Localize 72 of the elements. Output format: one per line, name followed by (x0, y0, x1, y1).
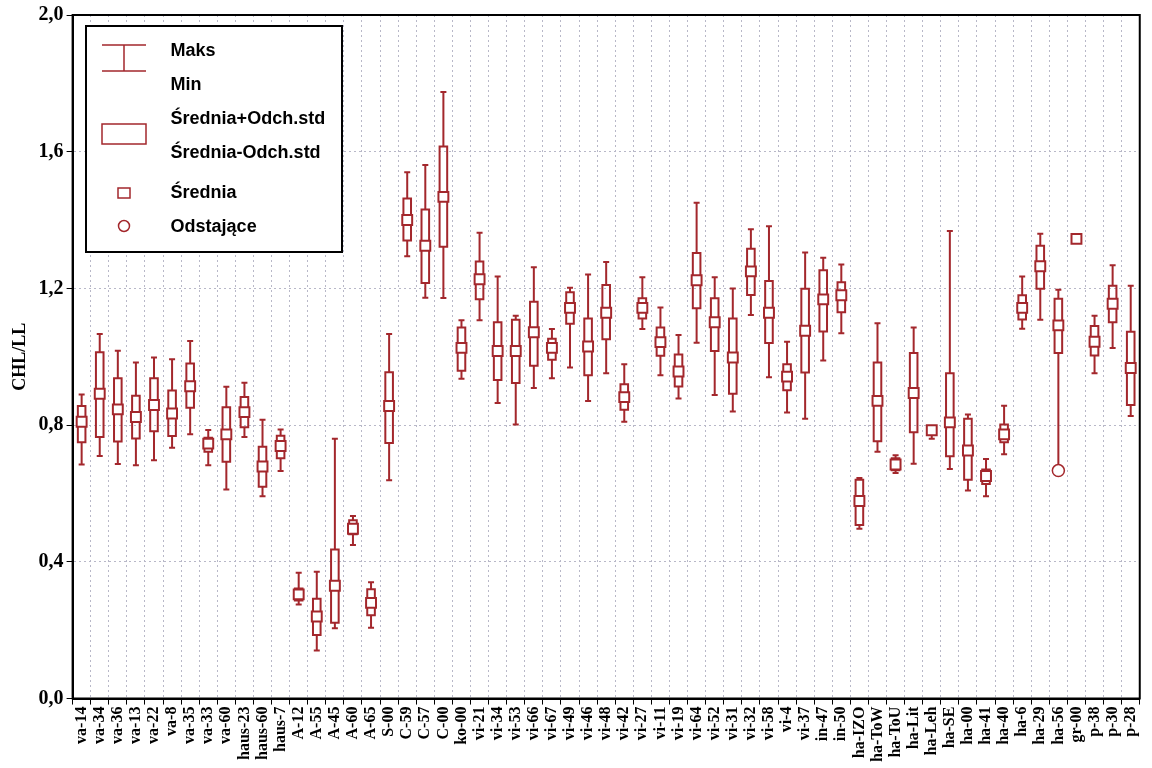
x-tick-label: ha-ToU (885, 706, 903, 758)
annotation: Odstające (170, 216, 257, 236)
x-tick-label: ha-40 (994, 706, 1012, 745)
x-tick-label: p-28 (1120, 706, 1139, 737)
x-tick-label: ha-41 (976, 706, 994, 745)
x-tick-label: ha-56 (1048, 706, 1066, 745)
y-tick-label: 1,2 (38, 275, 64, 298)
x-tick-label: ko-00 (451, 706, 469, 745)
annotation: Średnia-Odch.std (170, 142, 321, 162)
x-tick-label: vi-37 (795, 706, 813, 741)
x-tick-label: ha-29 (1030, 706, 1048, 745)
x-tick-label: C-57 (415, 706, 433, 740)
x-tick-label: ha-Lit (903, 705, 921, 750)
x-tick-label: va-8 (162, 706, 180, 736)
x-tick-label: vi-32 (741, 706, 759, 741)
x-tick-label: haus-23 (234, 706, 252, 760)
x-tick-label: p-38 (1084, 706, 1103, 737)
x-tick-label: C-00 (433, 706, 451, 740)
x-tick-label: ha-ToW (867, 706, 885, 763)
x-tick-label: va-60 (216, 706, 234, 744)
annotation: Średnia (170, 182, 237, 202)
x-tick-label: vi-27 (632, 706, 650, 741)
y-tick-label: 2,0 (38, 2, 64, 25)
x-tick-label: vi-4 (777, 706, 795, 733)
x-tick-label: A-60 (343, 706, 361, 740)
x-tick-label: ha-6 (1012, 706, 1030, 737)
x-tick-label: ha-SE (939, 706, 957, 749)
x-tick-label: gr-00 (1066, 706, 1085, 743)
y-tick-label: 0,0 (38, 685, 64, 708)
x-tick-label: va-33 (198, 706, 216, 744)
x-tick-label: vi-19 (668, 706, 686, 741)
x-tick-label: va-13 (126, 706, 144, 744)
x-tick-label: haus-60 (252, 706, 270, 760)
x-tick-label: A-65 (361, 706, 379, 740)
x-tick-label: vi-34 (487, 706, 505, 741)
x-tick-label: va-22 (144, 706, 162, 744)
x-tick-label: A-45 (325, 706, 343, 740)
x-tick-label: vi-46 (578, 706, 596, 741)
y-tick-label: 0,4 (38, 549, 64, 572)
annotation: Maks (170, 40, 216, 60)
x-tick-label: ha-Leh (921, 706, 939, 756)
x-tick-label: vi-21 (469, 706, 487, 741)
x-tick-label: vi-48 (596, 706, 614, 741)
x-tick-label: vi-42 (614, 706, 632, 741)
x-tick-label: in-47 (813, 706, 831, 742)
x-tick-label: A-12 (288, 706, 306, 740)
x-tick-label: haus-7 (270, 706, 288, 752)
x-tick-label: va-35 (180, 706, 198, 744)
x-tick-label: vi-64 (686, 706, 704, 741)
x-tick-label: va-36 (107, 706, 125, 744)
x-tick-label: vi-53 (505, 706, 523, 741)
x-tick-label: vi-31 (722, 706, 740, 741)
x-tick-label: in-50 (831, 706, 849, 742)
annotation: Średnia+Odch.std (170, 108, 326, 128)
y-tick-label: 0,8 (38, 412, 64, 435)
x-tick-label: ha-00 (958, 706, 976, 745)
y-axis-title: CHL/LL (9, 322, 30, 391)
x-tick-label: S-00 (379, 706, 397, 737)
x-tick-label: ha-IZO (849, 706, 867, 759)
x-tick-label: vi-11 (650, 706, 668, 740)
annotation: Min (170, 74, 202, 94)
x-tick-label: vi-58 (759, 706, 777, 741)
x-tick-label: va-14 (71, 706, 89, 744)
y-tick-label: 1,6 (38, 138, 64, 161)
x-tick-label: C-59 (397, 706, 415, 740)
x-tick-label: p-30 (1102, 706, 1121, 737)
x-tick-label: A-55 (306, 706, 324, 740)
x-tick-label: va-34 (89, 706, 107, 744)
x-tick-label: vi-49 (560, 706, 578, 741)
x-tick-label: vi-66 (523, 706, 541, 741)
x-tick-label: vi-67 (542, 706, 560, 741)
x-tick-label: vi-52 (704, 706, 722, 741)
